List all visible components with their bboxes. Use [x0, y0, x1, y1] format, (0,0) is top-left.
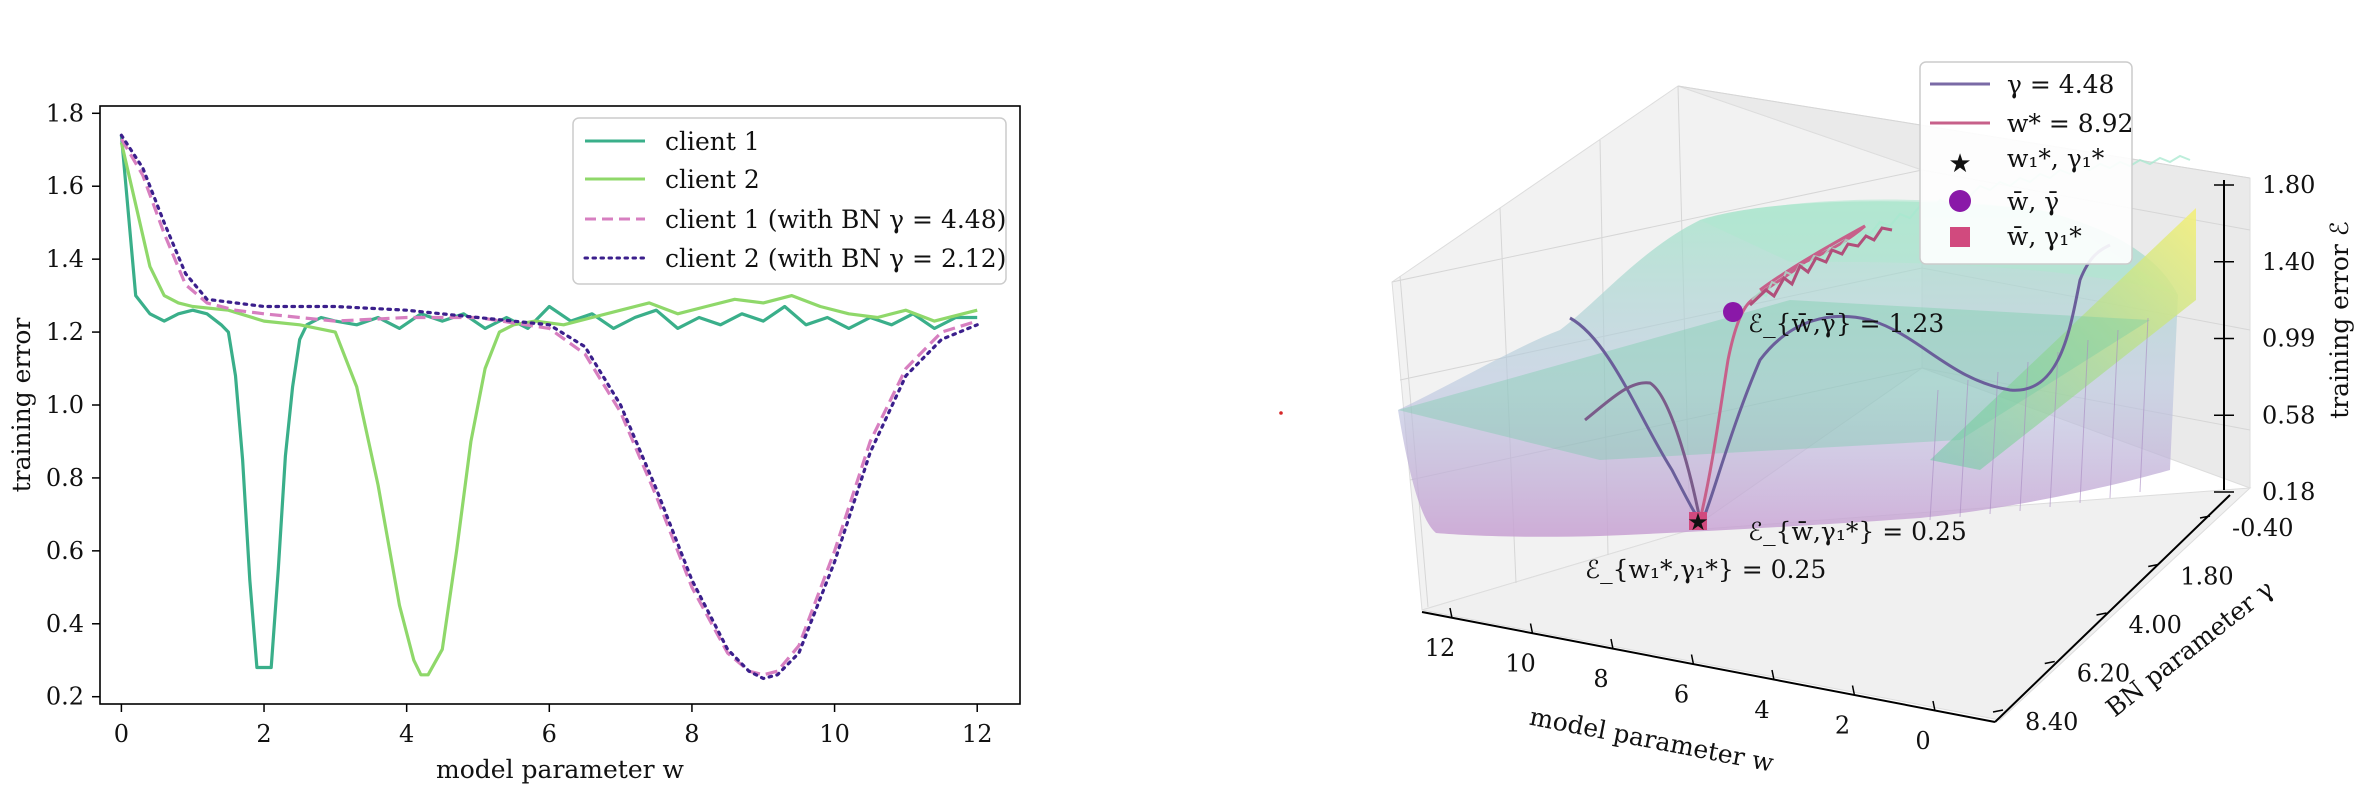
legend-circle-icon: [1949, 190, 1971, 212]
y3d-tick-mark: [2096, 612, 2107, 616]
z3d-tick-label: 0.58: [2262, 401, 2315, 429]
left-x-tick-label: 12: [962, 720, 993, 748]
x3d-tick-mark: [1529, 623, 1534, 634]
legend-label-client1: client 1: [665, 127, 760, 156]
legend-label-w1-gamma1: w₁*, γ₁*: [2007, 144, 2105, 173]
x3d-tick-label: 12: [1425, 634, 1456, 662]
floor-pane: [1421, 487, 2252, 721]
left-y-tick-label: 1.8: [46, 99, 84, 127]
right-legend-box: [1919, 61, 2133, 265]
surface-spikes: [1929, 317, 2149, 521]
left-x-tick-label: 6: [542, 720, 557, 748]
left-series-line-1: [119, 135, 978, 670]
y3d-tick-label: -0.40: [2232, 514, 2294, 542]
left-legend-box: [572, 117, 1007, 285]
legend-label-wbar-gamma1: w̄, γ₁*: [2007, 222, 2082, 251]
x-axis-line: [1421, 611, 1996, 723]
x3d-tick-label: 6: [1674, 681, 1689, 709]
y3d-tick-label: 8.40: [2025, 708, 2078, 736]
x3d-tick-mark: [1932, 700, 1936, 712]
x3d-tick-mark: [1690, 654, 1695, 665]
z3d-axis-label: training error ℰ: [2325, 221, 2354, 419]
annotation-e-w1-gamma1: ℰ_{w₁*,γ₁*} = 0.25: [1585, 555, 1826, 584]
x3d-tick-mark: [1610, 638, 1614, 650]
x-axis-ticks: 12 10 8 6 4 2 0: [1425, 607, 1936, 755]
left-y-axis-label: training error: [7, 318, 36, 493]
y3d-tick-label: 6.20: [2077, 660, 2130, 688]
x3d-tick-label: 2: [1835, 712, 1850, 740]
left-y-tick-label: 1.0: [46, 391, 84, 419]
z3d-tick-label: 0.99: [2262, 325, 2315, 353]
left-y-tick-label: 1.2: [46, 318, 84, 346]
left-y-tick-label: 1.6: [46, 172, 84, 200]
w-bar-gamma1-marker: [1689, 512, 1707, 530]
z3d-tick-label: 1.80: [2262, 171, 2315, 199]
left-legend: client 1 client 2 client 1 (with BN γ = …: [572, 117, 1007, 285]
left-series-line-4: [119, 133, 979, 681]
y3d-tick-mark: [2148, 563, 2159, 568]
left-x-axis-label: model parameter w: [436, 755, 685, 784]
x3d-tick-label: 8: [1593, 665, 1608, 693]
x3d-tick-mark: [1449, 607, 1453, 619]
x3d-tick-label: 0: [1915, 727, 1930, 755]
legend-star-icon: ★: [1948, 149, 1971, 179]
left-x-tick-label: 4: [399, 720, 414, 748]
right-legend: γ = 4.48 w* = 8.92 ★ w₁*, γ₁* w̄, γ̄ w̄,…: [1919, 61, 2133, 265]
z3d-tick-label: 0.18: [2262, 478, 2315, 506]
gamma-curve-left: [1584, 381, 1702, 521]
left-y-tick-label: 0.4: [46, 610, 84, 638]
legend-label-client2: client 2: [665, 165, 760, 194]
left-series-line-3: [120, 137, 978, 677]
annotation-e-wbar-gamma1: ℰ_{w̄,γ₁*} = 0.25: [1748, 517, 1967, 546]
w-bar-gamma-bar-marker: [1723, 302, 1743, 322]
optimization-trajectory: [1748, 226, 1893, 307]
left-x-tick-label: 8: [684, 720, 699, 748]
y3d-tick-label: 4.00: [2129, 611, 2182, 639]
left-y-ticks: 0.2 0.4 0.6 0.8 1.0 1.2 1.4 1.6 1.8: [46, 99, 100, 711]
left-series-group: [119, 133, 979, 681]
y-axis-line: [1994, 494, 2231, 723]
left-x-tick-label: 10: [819, 720, 850, 748]
z3d-tick-label: 1.40: [2262, 248, 2315, 276]
x3d-tick-label: 10: [1505, 650, 1536, 678]
left-y-tick-label: 0.2: [46, 683, 84, 711]
gamma-curve: [1569, 243, 2111, 525]
legend-label-wbar-gammabar: w̄, γ̄: [2007, 187, 2059, 216]
y3d-tick-mark: [1992, 709, 2004, 713]
left-y-tick-label: 0.8: [46, 464, 84, 492]
legend-label-client1-bn: client 1 (with BN γ = 4.48): [665, 205, 1006, 234]
annotation-e-wbar-gammabar: ℰ_{w̄,γ̄} = 1.23: [1748, 309, 1944, 338]
y3d-tick-mark: [2044, 660, 2055, 665]
left-y-tick-label: 1.4: [46, 245, 84, 273]
left-y-tick-label: 0.6: [46, 537, 84, 565]
x3d-axis-label: model parameter w: [1527, 702, 1776, 778]
stray-dot: [1279, 411, 1283, 415]
legend-label-wstar: w* = 8.92: [2007, 109, 2133, 138]
legend-square-icon: [1950, 227, 1970, 247]
legend-label-client2-bn: client 2 (with BN γ = 2.12): [665, 244, 1006, 273]
left-line-chart: 0 2 4 6 8 10 12 0.2 0.4 0.6 0.8 1.0 1.2 1.4 1.6 1.8 mo…: [7, 99, 1021, 784]
y-axis-ticks: -0.40 1.80 4.00 6.20 8.40: [1992, 514, 2294, 736]
left-x-ticks: 0 2 4 6 8 10 12: [114, 704, 993, 748]
left-x-tick-label: 2: [256, 720, 271, 748]
y3d-tick-label: 1.80: [2180, 563, 2233, 591]
left-x-tick-label: 0: [114, 720, 129, 748]
left-series-line-2: [119, 142, 978, 677]
w1-gamma1-star-marker: ★: [1687, 508, 1709, 536]
legend-label-gamma: γ = 4.48: [2007, 70, 2114, 99]
x3d-tick-mark: [1851, 685, 1856, 696]
x3d-tick-label: 4: [1754, 696, 1769, 724]
x3d-tick-mark: [1771, 669, 1775, 681]
y3d-tick-mark: [2199, 515, 2211, 519]
right-3d-surface-plot: ★ ℰ_{w̄,γ̄} = 1.23 ℰ_{w̄,γ₁*} = 0.25 ℰ_{…: [1391, 61, 2354, 778]
z-axis-ticks: 1.80 1.40 0.99 0.58 0.18: [2214, 171, 2315, 506]
